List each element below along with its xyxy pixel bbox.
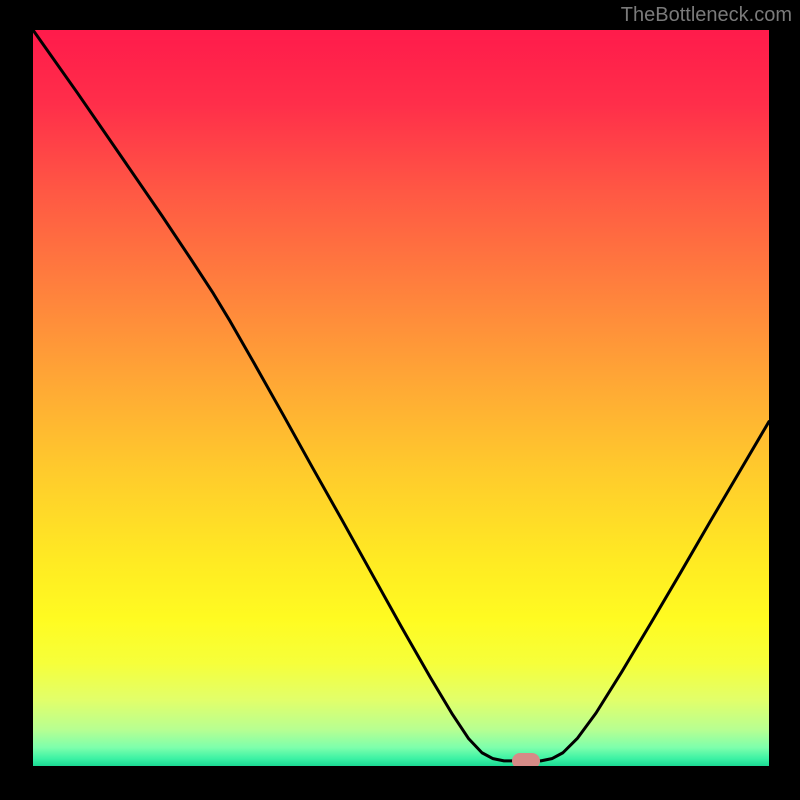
plot-area [33,30,769,766]
bottleneck-curve [33,30,769,766]
optimum-marker [512,753,540,766]
watermark-text: TheBottleneck.com [621,4,792,27]
curve-path [33,30,769,761]
chart-container: TheBottleneck.com [0,0,800,800]
